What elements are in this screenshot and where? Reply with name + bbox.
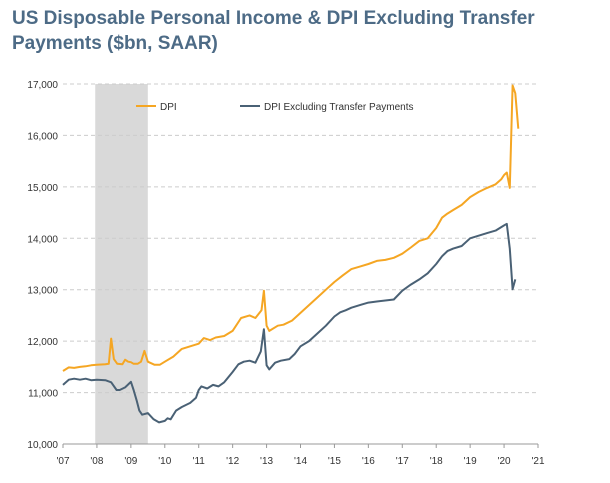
- series-group: [62, 84, 520, 424]
- x-tick-label: '18: [430, 456, 443, 467]
- y-tick-label: 17,000: [27, 80, 58, 91]
- chart-title: US Disposable Personal Income & DPI Excl…: [12, 8, 535, 54]
- x-tick-label: '20: [498, 456, 511, 467]
- y-tick-label: 16,000: [27, 131, 58, 142]
- legend-label-dpi: DPI: [160, 102, 177, 113]
- x-tick-label: '16: [362, 456, 375, 467]
- x-tick-label: '21: [531, 456, 544, 467]
- y-tick-label: 14,000: [27, 234, 58, 245]
- y-tick-label: 10,000: [27, 440, 58, 451]
- legend: DPI DPI Excluding Transfer Payments: [136, 102, 414, 113]
- x-tick-label: '12: [226, 456, 239, 467]
- y-tick-label: 15,000: [27, 183, 58, 194]
- x-tick-label: '09: [124, 456, 137, 467]
- x-tick-label: '11: [193, 456, 206, 467]
- x-tick-label: '08: [90, 456, 103, 467]
- x-tick-label: '15: [328, 456, 341, 467]
- y-tick-label: 11,000: [28, 389, 58, 400]
- series-line-dpi-ex-transfers: [62, 222, 517, 424]
- y-axis-ticks: 10,000 11,000 12,000 13,000 14,000 15,000 16,0…: [27, 80, 58, 451]
- x-tick-label: '07: [56, 456, 69, 467]
- x-tick-label: '17: [396, 456, 409, 467]
- y-tick-label: 13,000: [27, 286, 58, 297]
- x-tick-label: '14: [294, 456, 307, 467]
- x-axis-ticks: '07 '08 '09 '10 '11 '12 '13 '14 '15 '16 '17 '18 '19 '…: [56, 444, 545, 467]
- legend-label-dpi-ex-transfers: DPI Excluding Transfer Payments: [264, 102, 414, 113]
- x-tick-label: '10: [158, 456, 171, 467]
- gridlines: [63, 83, 538, 394]
- x-tick-label: '19: [464, 456, 477, 467]
- y-tick-label: 12,000: [27, 337, 58, 348]
- series-line-dpi: [62, 84, 520, 372]
- x-tick-label: '13: [260, 456, 273, 467]
- recession-band: [95, 84, 148, 444]
